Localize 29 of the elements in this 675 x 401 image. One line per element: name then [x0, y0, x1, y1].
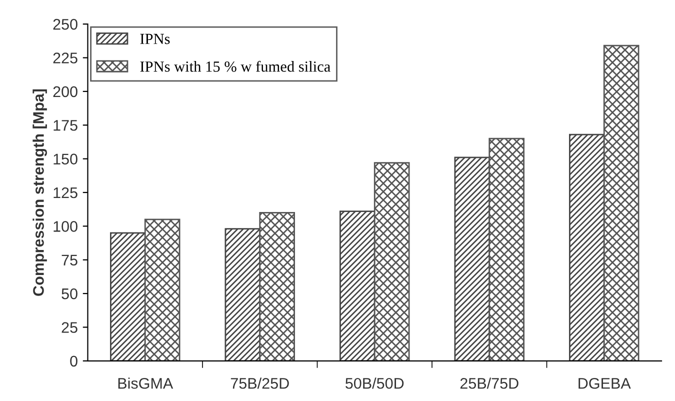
y-axis-title: Compression strength [Mpa]	[32, 89, 47, 296]
y-tick-label: 100	[54, 221, 78, 232]
y-tick-label: 125	[54, 187, 78, 198]
y-tick-label: 200	[53, 86, 78, 98]
legend-label: IPNs with 15 % w fumed silica	[140, 60, 330, 72]
y-tick-label: 250	[53, 18, 78, 30]
bar	[144, 218, 180, 361]
bar	[110, 232, 146, 361]
legend-label: IPNs	[140, 34, 170, 44]
x-tick-label: 25B/75D	[460, 378, 518, 389]
y-tick-label: 75	[62, 254, 78, 266]
bar	[374, 162, 410, 361]
bar	[488, 138, 524, 361]
bar	[603, 44, 640, 361]
bar	[259, 212, 295, 361]
bar	[454, 156, 490, 361]
y-tick-label: 0	[70, 356, 78, 367]
x-tick-label: 50B/50D	[346, 378, 404, 389]
bar	[569, 134, 605, 361]
x-tick-label: BisGMA	[118, 378, 174, 389]
bar	[224, 228, 261, 361]
y-tick-label: 175	[54, 120, 78, 131]
bar	[340, 210, 376, 361]
y-tick-label: 50	[62, 288, 78, 300]
y-tick-label: 150	[54, 154, 78, 164]
x-tick-label: DGEBA	[578, 378, 631, 389]
y-tick-label: 225	[53, 52, 78, 64]
x-tick-label: 75B/25D	[230, 378, 289, 389]
y-tick-label: 25	[62, 322, 78, 333]
